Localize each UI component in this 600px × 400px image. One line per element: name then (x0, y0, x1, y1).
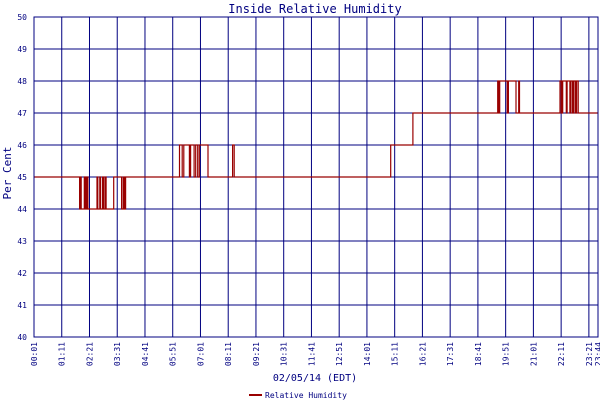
y-tick-label: 40 (17, 333, 27, 342)
x-tick-label: 23:44 (594, 342, 600, 366)
legend-label: Relative Humidity (265, 391, 347, 400)
y-tick-label: 48 (17, 77, 27, 86)
y-tick-label: 41 (17, 301, 27, 310)
legend: Relative Humidity (249, 391, 347, 400)
x-tick-label: 12:51 (335, 342, 344, 366)
x-tick-labels: 00:01 01:11 02:21 03:31 04:41 05:51 07:01 08:11… (30, 342, 600, 366)
y-tick-label: 42 (17, 269, 27, 278)
series-layer (34, 80, 598, 210)
x-tick-label: 10:31 (280, 342, 289, 366)
x-tick-label: 05:51 (169, 342, 178, 366)
y-tick-label: 49 (17, 45, 27, 54)
y-tick-label: 43 (17, 237, 27, 246)
x-tick-label: 17:31 (446, 342, 455, 366)
y-tick-labels: 40 41 42 43 44 45 46 47 48 49 50 (17, 13, 27, 342)
x-tick-label: 08:11 (224, 342, 233, 366)
x-tick-label: 15:11 (391, 342, 400, 366)
x-tick-label: 21:01 (529, 342, 538, 366)
x-tick-label: 03:31 (113, 342, 122, 366)
y-axis-label: Per Cent (1, 147, 14, 200)
x-tick-label: 18:41 (474, 342, 483, 366)
x-tick-label: 02:21 (85, 342, 94, 366)
x-tick-label: 22:11 (557, 342, 566, 366)
x-tick-label: 04:41 (141, 342, 150, 366)
x-tick-label: 11:41 (307, 342, 316, 366)
x-tick-label: 01:11 (58, 342, 67, 366)
x-tick-label: 23:21 (585, 342, 594, 366)
x-tick-label: 00:01 (30, 342, 39, 366)
x-tick-label: 09:21 (252, 342, 261, 366)
plot-border (33, 16, 599, 338)
y-tick-label: 47 (17, 109, 27, 118)
y-tick-label: 44 (17, 205, 27, 214)
x-tick-label: 16:21 (418, 342, 427, 366)
chart-title: Inside Relative Humidity (228, 2, 401, 16)
x-tick-label: 14:01 (363, 342, 372, 366)
y-tick-label: 46 (17, 141, 27, 150)
x-tick-label: 07:01 (196, 342, 205, 366)
series-line-relative-humidity (34, 80, 598, 210)
x-tick-label: 19:51 (502, 342, 511, 366)
x-axis-label: 02/05/14 (EDT) (273, 373, 357, 384)
y-tick-label: 50 (17, 13, 27, 22)
y-tick-label: 45 (17, 173, 27, 182)
